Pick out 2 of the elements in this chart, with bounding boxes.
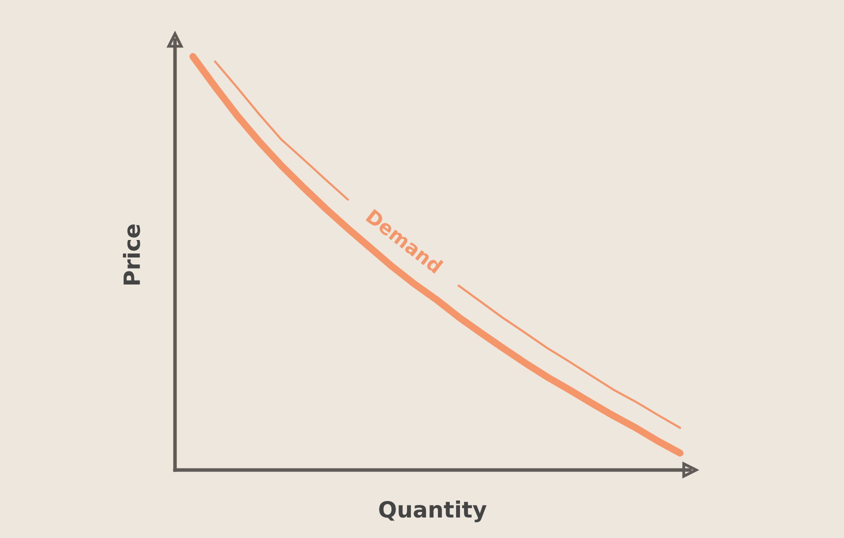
y-axis-title: Price bbox=[122, 224, 140, 285]
x-axis-title: Quantity bbox=[379, 500, 487, 522]
